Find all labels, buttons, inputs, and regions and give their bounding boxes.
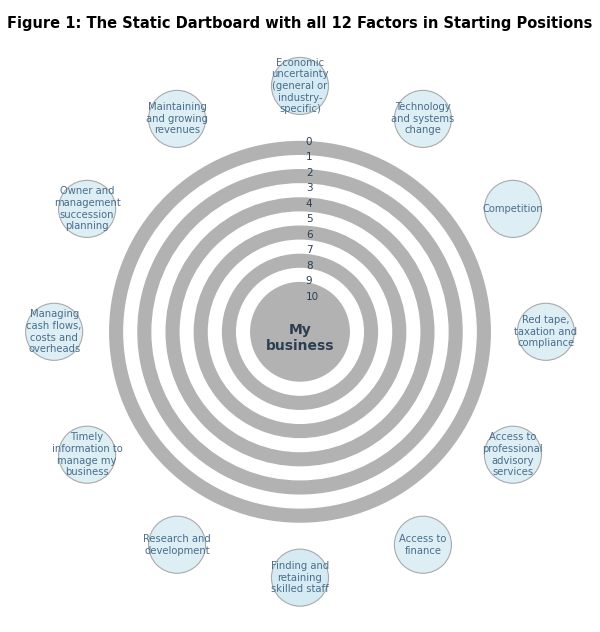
Circle shape bbox=[236, 269, 364, 395]
Text: My
business: My business bbox=[266, 322, 334, 353]
Text: Research and
development: Research and development bbox=[143, 534, 211, 556]
Circle shape bbox=[124, 155, 476, 508]
Circle shape bbox=[517, 303, 574, 360]
Circle shape bbox=[271, 58, 329, 114]
Text: 6: 6 bbox=[306, 229, 313, 240]
Circle shape bbox=[180, 212, 420, 451]
Circle shape bbox=[110, 142, 490, 522]
Text: Figure 1: The Static Dartboard with all 12 Factors in Starting Positions: Figure 1: The Static Dartboard with all … bbox=[7, 16, 593, 31]
Circle shape bbox=[194, 226, 406, 437]
Circle shape bbox=[59, 426, 116, 483]
Text: 4: 4 bbox=[306, 198, 313, 209]
Text: 3: 3 bbox=[306, 183, 313, 193]
Text: 8: 8 bbox=[306, 260, 313, 270]
Circle shape bbox=[484, 180, 541, 238]
Text: Economic
uncertainty
(general or
industry-
specific): Economic uncertainty (general or industr… bbox=[271, 58, 329, 114]
Text: Finding and
retaining
skilled staff: Finding and retaining skilled staff bbox=[271, 561, 329, 594]
Text: 9: 9 bbox=[306, 276, 313, 286]
Text: 0: 0 bbox=[306, 137, 313, 147]
Text: 7: 7 bbox=[306, 245, 313, 255]
Text: Competition: Competition bbox=[482, 204, 543, 214]
Text: Technology
and systems
change: Technology and systems change bbox=[391, 102, 455, 135]
Text: 2: 2 bbox=[306, 167, 313, 178]
Text: Timely
information to
manage my
business: Timely information to manage my business bbox=[52, 432, 122, 477]
Circle shape bbox=[152, 184, 448, 480]
Circle shape bbox=[138, 170, 462, 494]
Circle shape bbox=[484, 426, 541, 483]
Circle shape bbox=[59, 180, 116, 238]
Circle shape bbox=[394, 516, 451, 573]
Circle shape bbox=[251, 283, 349, 381]
Text: Access to
finance: Access to finance bbox=[399, 534, 446, 556]
Text: Red tape,
taxation and
compliance: Red tape, taxation and compliance bbox=[514, 315, 577, 348]
Text: Access to
professional
advisory
services: Access to professional advisory services bbox=[482, 432, 543, 477]
Text: Owner and
management
succession
planning: Owner and management succession planning bbox=[54, 186, 121, 231]
Text: 5: 5 bbox=[306, 214, 313, 224]
Circle shape bbox=[394, 90, 451, 147]
Circle shape bbox=[149, 516, 206, 573]
Circle shape bbox=[166, 198, 434, 466]
Circle shape bbox=[265, 296, 335, 367]
Circle shape bbox=[271, 549, 329, 606]
Text: 1: 1 bbox=[306, 152, 313, 162]
Circle shape bbox=[208, 240, 392, 423]
Circle shape bbox=[26, 303, 83, 360]
Circle shape bbox=[149, 90, 206, 147]
Text: Managing
cash flows,
costs and
overheads: Managing cash flows, costs and overheads bbox=[26, 310, 82, 354]
Text: Maintaining
and growing
revenues: Maintaining and growing revenues bbox=[146, 102, 208, 135]
Circle shape bbox=[223, 254, 377, 410]
Text: 10: 10 bbox=[306, 292, 319, 301]
